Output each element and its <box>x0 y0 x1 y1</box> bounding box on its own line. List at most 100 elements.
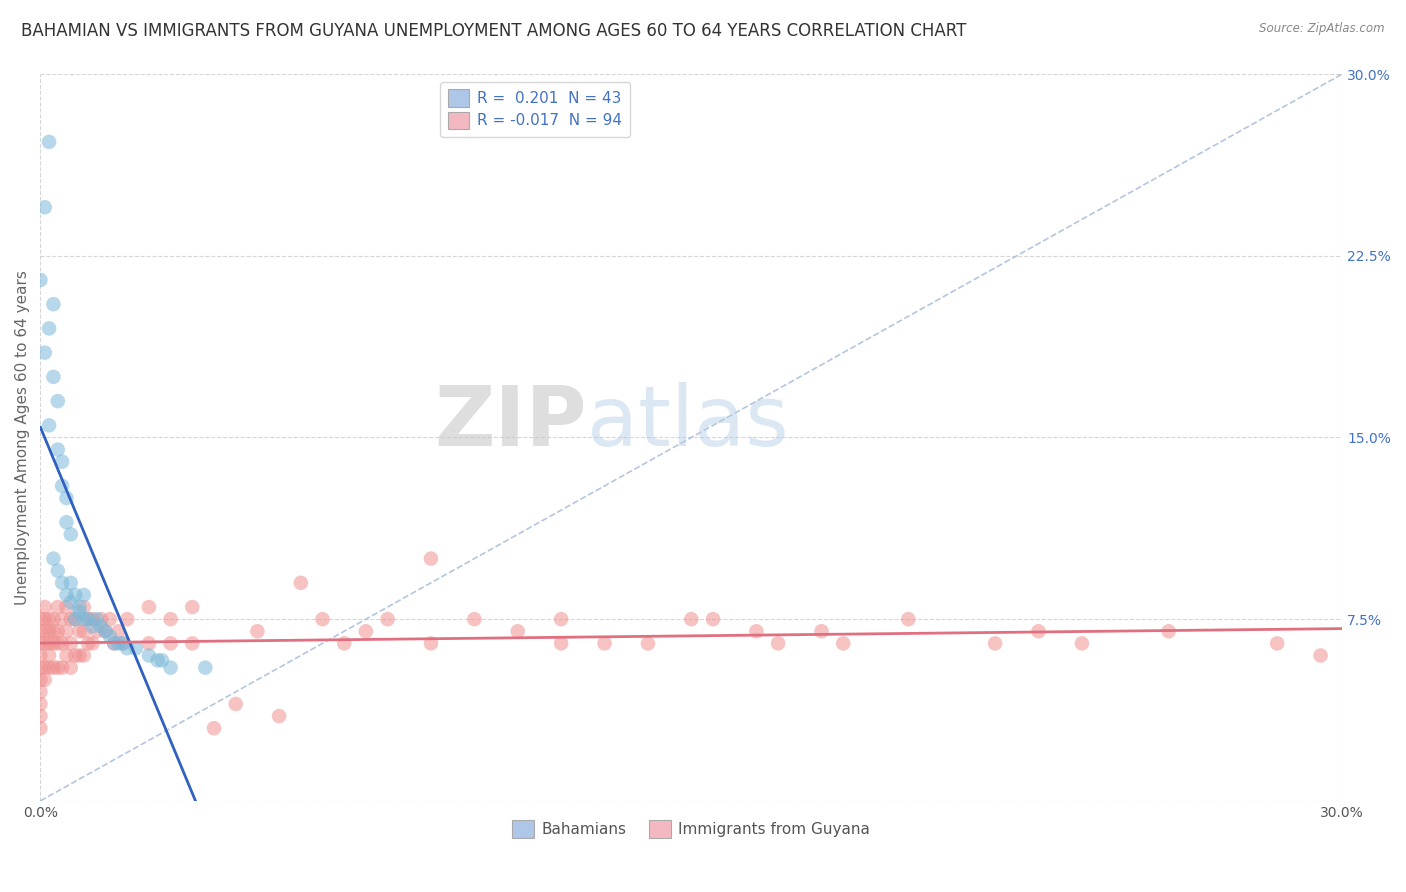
Point <box>30 624 52 639</box>
Point <box>593 636 616 650</box>
Point <box>59 636 82 650</box>
Point <box>55 648 77 663</box>
Point <box>550 612 572 626</box>
Point <box>38 636 60 650</box>
Point <box>463 612 485 626</box>
Point <box>73 612 96 626</box>
Point <box>77 612 100 626</box>
Point <box>30 648 52 663</box>
Point <box>377 612 399 626</box>
Point <box>202 721 225 735</box>
Point <box>1028 624 1050 639</box>
Point <box>51 479 73 493</box>
Point <box>30 697 52 711</box>
Point <box>73 600 96 615</box>
Point <box>51 455 73 469</box>
Point <box>30 721 52 735</box>
Point <box>194 660 217 674</box>
Point <box>46 636 69 650</box>
Point <box>42 551 65 566</box>
Point <box>42 660 65 674</box>
Point <box>90 612 112 626</box>
Point <box>55 491 77 505</box>
Point <box>38 418 60 433</box>
Point <box>59 527 82 541</box>
Point <box>30 660 52 674</box>
Point <box>138 600 160 615</box>
Point <box>702 612 724 626</box>
Point <box>59 612 82 626</box>
Point <box>38 660 60 674</box>
Point <box>82 612 104 626</box>
Point <box>55 600 77 615</box>
Point <box>63 612 86 626</box>
Point <box>1309 648 1331 663</box>
Point <box>766 636 789 650</box>
Point <box>90 619 112 633</box>
Point <box>42 612 65 626</box>
Point <box>46 600 69 615</box>
Point <box>86 624 108 639</box>
Point <box>159 612 181 626</box>
Point <box>333 636 356 650</box>
Point <box>98 612 121 626</box>
Point <box>77 612 100 626</box>
Point <box>311 612 333 626</box>
Point <box>107 624 129 639</box>
Point <box>267 709 290 723</box>
Point <box>506 624 529 639</box>
Point <box>73 648 96 663</box>
Point <box>1157 624 1180 639</box>
Point <box>30 636 52 650</box>
Point <box>59 595 82 609</box>
Point <box>290 575 312 590</box>
Point <box>69 605 91 619</box>
Point <box>420 636 443 650</box>
Point <box>98 629 121 643</box>
Point <box>34 345 56 359</box>
Point <box>42 624 65 639</box>
Point <box>550 636 572 650</box>
Point <box>34 600 56 615</box>
Point <box>63 648 86 663</box>
Point <box>637 636 659 650</box>
Point <box>34 200 56 214</box>
Point <box>38 321 60 335</box>
Point <box>82 619 104 633</box>
Point <box>115 612 138 626</box>
Point <box>73 624 96 639</box>
Point <box>86 612 108 626</box>
Point <box>77 636 100 650</box>
Point <box>34 624 56 639</box>
Legend: Bahamians, Immigrants from Guyana: Bahamians, Immigrants from Guyana <box>506 814 876 844</box>
Point <box>38 135 60 149</box>
Point <box>42 636 65 650</box>
Point <box>46 624 69 639</box>
Point <box>82 636 104 650</box>
Point <box>897 612 920 626</box>
Point <box>42 297 65 311</box>
Point <box>46 660 69 674</box>
Point <box>146 653 169 667</box>
Point <box>810 624 832 639</box>
Point <box>984 636 1007 650</box>
Point <box>51 660 73 674</box>
Point <box>63 588 86 602</box>
Y-axis label: Unemployment Among Ages 60 to 64 years: Unemployment Among Ages 60 to 64 years <box>15 270 30 605</box>
Point <box>46 564 69 578</box>
Point <box>225 697 247 711</box>
Text: BAHAMIAN VS IMMIGRANTS FROM GUYANA UNEMPLOYMENT AMONG AGES 60 TO 64 YEARS CORREL: BAHAMIAN VS IMMIGRANTS FROM GUYANA UNEMP… <box>21 22 966 40</box>
Point <box>59 660 82 674</box>
Point <box>125 641 148 656</box>
Point <box>69 648 91 663</box>
Point <box>46 442 69 457</box>
Point <box>73 588 96 602</box>
Point <box>150 653 173 667</box>
Point <box>30 673 52 687</box>
Point <box>55 588 77 602</box>
Point <box>51 575 73 590</box>
Point <box>30 685 52 699</box>
Point <box>55 624 77 639</box>
Point <box>111 636 134 650</box>
Point <box>94 624 117 639</box>
